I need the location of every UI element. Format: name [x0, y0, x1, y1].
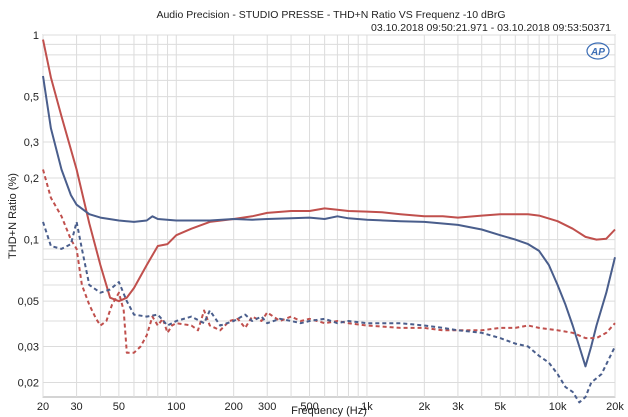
x-tick-label: 500 [300, 401, 318, 413]
x-tick-label: 10k [549, 401, 567, 413]
x-tick-label: 200 [224, 401, 242, 413]
x-tick-label: 20k [606, 401, 624, 413]
y-tick-label: 0,2 [24, 173, 39, 185]
x-tick-label: 20 [37, 401, 49, 413]
x-tick-label: 1k [361, 401, 373, 413]
y-tick-label: 0,3 [24, 137, 39, 149]
series-layer [42, 39, 616, 404]
x-tick-label: 3k [452, 401, 464, 413]
y-tick-label: 0,03 [18, 342, 39, 354]
series-line-1 [42, 39, 616, 303]
y-tick-label: 0,02 [18, 378, 39, 390]
y-axis-label: THD+N Ratio (%) [7, 173, 19, 259]
x-tick-label: 100 [167, 401, 185, 413]
y-tick-label: 1 [33, 30, 39, 42]
x-axis-label: Frequency (Hz) [291, 405, 367, 417]
chart-title: Audio Precision - STUDIO PRESSE - THD+N … [156, 9, 505, 21]
y-tick-label: 0,05 [18, 296, 39, 308]
grid [42, 34, 616, 397]
y-tick-label: 0,5 [24, 92, 39, 104]
y-tick-label: 0,1 [24, 235, 39, 247]
x-tick-label: 50 [113, 401, 125, 413]
x-tick-label: 300 [258, 401, 276, 413]
tick-labels: 20 30 50 100 200 300 500 1k 2k 3k 5k 10k 20k 1 0,5 0,3 0… [18, 30, 625, 413]
logo-text: AP [590, 47, 605, 58]
timestamp: 03.10.2018 09:50:21.971 - 03.10.2018 09:… [371, 22, 611, 34]
ap-logo: AP [586, 42, 610, 60]
x-tick-label: 30 [70, 401, 82, 413]
series-line-2 [42, 75, 616, 368]
series-line-4 [42, 220, 616, 404]
plot-area [42, 34, 616, 398]
x-tick-label: 5k [494, 401, 506, 413]
x-tick-label: 2k [419, 401, 431, 413]
